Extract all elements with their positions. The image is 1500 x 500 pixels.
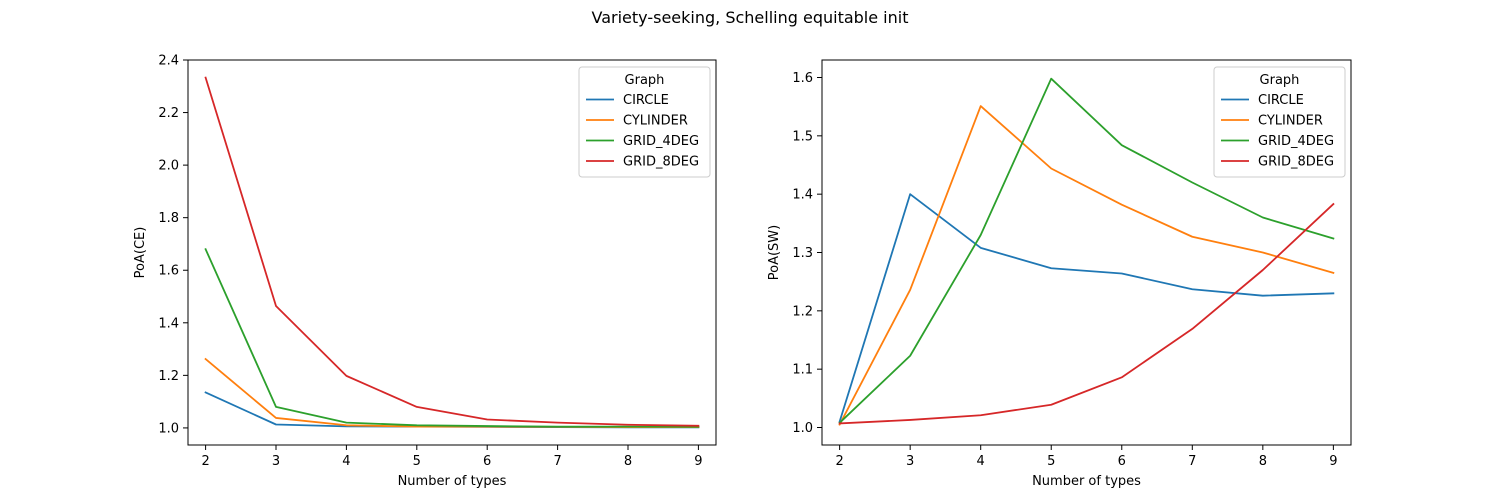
y-tick-label: 1.4 [792, 188, 813, 203]
legend-entry: GRID_4DEG [623, 134, 699, 149]
legend-box [1213, 66, 1346, 178]
y-tick-label: 1.2 [792, 304, 813, 319]
legend-box [578, 66, 711, 178]
x-tick-label: 9 [1329, 454, 1337, 469]
series-line-grid-8deg [838, 202, 1335, 425]
legend-entry: GRID_4DEG [1258, 134, 1334, 149]
x-tick-label: 4 [977, 454, 985, 469]
y-tick-label: 1.4 [158, 316, 179, 331]
y-tick-label: 1.8 [158, 211, 179, 226]
legend-entry: CIRCLE [1258, 93, 1304, 108]
legend-entry: GRID_8DEG [623, 155, 699, 170]
y-tick-label: 2.0 [158, 159, 179, 174]
y-axis-label: PoA(CE) [133, 227, 148, 279]
legend-entry: CIRCLE [623, 93, 669, 108]
legend-entry: CYLINDER [1258, 114, 1323, 129]
legend-entry: GRID_8DEG [1258, 155, 1334, 170]
x-tick-label: 6 [483, 454, 491, 469]
y-tick-label: 1.0 [792, 421, 813, 436]
x-axis-label: Number of types [398, 474, 507, 489]
y-tick-label: 1.6 [158, 264, 179, 279]
x-tick-label: 3 [272, 454, 280, 469]
y-axis-label: PoA(SW) [767, 225, 782, 280]
x-tick-label: 8 [1259, 454, 1267, 469]
x-tick-label: 7 [1188, 454, 1196, 469]
y-tick-label: 2.2 [158, 106, 179, 121]
y-tick-label: 1.3 [792, 246, 813, 261]
y-tick-label: 1.5 [792, 129, 813, 144]
series-line-grid-4deg [838, 77, 1335, 425]
y-tick-label: 1.0 [158, 421, 179, 436]
x-tick-label: 5 [1047, 454, 1055, 469]
figure-title: Variety-seeking, Schelling equitable ini… [592, 8, 909, 27]
legend-entry: CYLINDER [623, 114, 688, 129]
series-line-cylinder [838, 105, 1335, 426]
plot-frame [187, 59, 717, 446]
y-tick-label: 1.2 [158, 369, 179, 384]
series-line-circle [838, 193, 1335, 423]
x-tick-label: 2 [201, 454, 209, 469]
left-subplot: 2 3 4 5 6 7 8 9 1.0 1.2 1.4 1.6 1.8 2.0 2.2 2.4 Number o… [133, 54, 717, 489]
x-tick-label: 3 [906, 454, 914, 469]
y-tick-label: 1.1 [792, 363, 813, 378]
series-line-grid-8deg [204, 76, 700, 427]
x-tick-label: 4 [342, 454, 350, 469]
y-tick-label: 1.6 [792, 71, 813, 86]
x-tick-label: 2 [835, 454, 843, 469]
x-tick-label: 7 [553, 454, 561, 469]
x-tick-label: 6 [1118, 454, 1126, 469]
x-tick-label: 5 [413, 454, 421, 469]
x-tick-label: 8 [624, 454, 632, 469]
x-axis-label: Number of types [1032, 474, 1141, 489]
y-tick-label: 2.4 [158, 54, 179, 69]
x-tick-label: 9 [694, 454, 702, 469]
plot-frame [821, 59, 1352, 446]
series-line-grid-4deg [204, 248, 700, 428]
legend-title: Graph [1260, 73, 1300, 88]
right-subplot: 2 3 4 5 6 7 8 9 1.0 1.1 1.2 1.3 1.4 1.5 1.6 Number of t… [767, 59, 1352, 489]
legend-title: Graph [625, 73, 665, 88]
